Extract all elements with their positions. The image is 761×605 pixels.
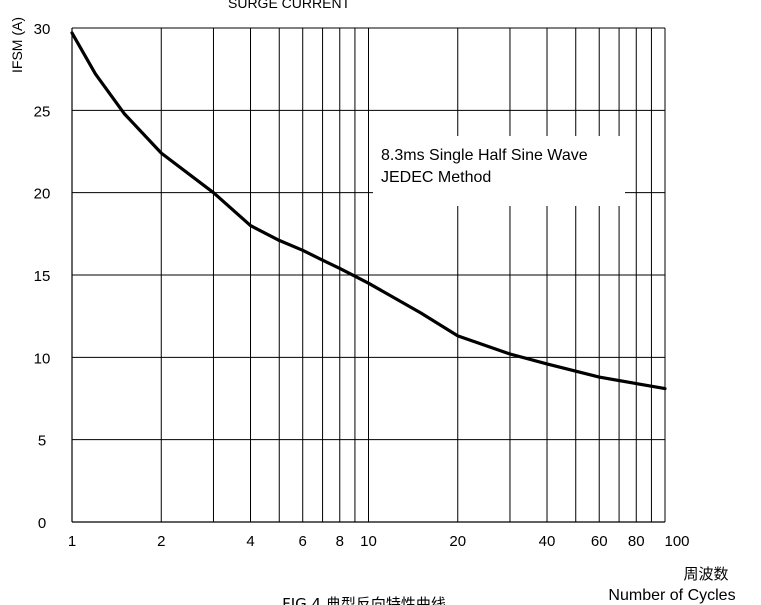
axes [71, 28, 665, 523]
y-tick-label: 25 [34, 103, 51, 120]
x-axis-label-en: Number of Cycles [608, 587, 735, 604]
y-tick-label: 15 [34, 268, 51, 285]
y-tick-label: 5 [38, 433, 46, 450]
x-tick-label: 20 [449, 533, 466, 550]
annotation-line-1: 8.3ms Single Half Sine Wave [381, 147, 588, 164]
x-tick-label: 80 [628, 533, 645, 550]
y-tick-label: 10 [34, 350, 51, 367]
y-tick-labels: 0 5 10 15 20 25 30 [34, 21, 51, 532]
y-tick-label: 0 [38, 515, 46, 532]
figure-caption: FIG.4 典型反向特性曲线 [282, 595, 446, 605]
annotation-line-2: JEDEC Method [381, 169, 491, 186]
series-line [70, 31, 667, 391]
x-tick-label: 10 [360, 533, 377, 550]
x-tick-label: 60 [591, 533, 608, 550]
y-tick-label: 20 [34, 186, 51, 203]
x-tick-label: 100 [664, 533, 689, 550]
x-tick-label: 1 [68, 533, 76, 550]
y-axis-label: IFSM (A) [9, 17, 25, 73]
y-tick-label: 30 [34, 21, 51, 38]
x-tick-label: 4 [246, 533, 254, 550]
chart-title: SURGE CURRENT [228, 0, 351, 11]
x-tick-label: 2 [157, 533, 165, 550]
x-axis-label-cn: 周波数 [683, 565, 728, 583]
x-tick-labels: 1 2 4 6 8 10 20 40 60 80 100 [68, 533, 690, 550]
x-tick-label: 40 [539, 533, 556, 550]
x-tick-label: 8 [336, 533, 344, 550]
x-tick-label: 6 [299, 533, 307, 550]
annotation-background [373, 136, 625, 206]
series-layer [70, 31, 667, 391]
grid [71, 27, 666, 523]
